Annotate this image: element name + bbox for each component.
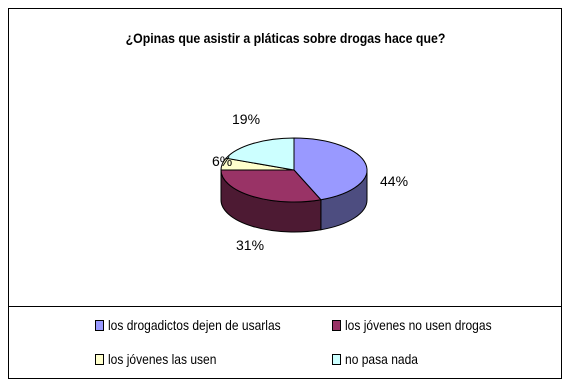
slice-data-label: 6% <box>212 153 232 169</box>
pie-slice <box>220 169 322 203</box>
chart-title: ¿Opinas que asistir a pláticas sobre dro… <box>125 30 446 46</box>
legend-label: no pasa nada <box>345 351 418 367</box>
legend-swatch <box>332 353 341 365</box>
legend: los drogadictos dejen de usarlas los jóv… <box>8 306 562 379</box>
legend-label: los jóvenes las usen <box>108 351 217 367</box>
slice-data-label: 31% <box>236 237 264 253</box>
legend-item-drogadictos: los drogadictos dejen de usarlas <box>95 317 309 333</box>
slice-data-label: 19% <box>232 111 260 127</box>
slice-data-label: 44% <box>380 173 408 189</box>
legend-swatch <box>332 319 341 331</box>
legend-label: los jóvenes no usen drogas <box>345 317 492 333</box>
legend-swatch <box>95 353 104 365</box>
legend-swatch <box>95 319 104 331</box>
pie-slice <box>225 137 295 171</box>
legend-item-las-usen: los jóvenes las usen <box>95 351 234 367</box>
legend-label: los drogadictos dejen de usarlas <box>108 317 281 333</box>
pie-slice <box>293 137 368 201</box>
legend-item-no-usen: los jóvenes no usen drogas <box>332 317 515 333</box>
legend-item-no-pasa-nada: no pasa nada <box>332 351 430 367</box>
